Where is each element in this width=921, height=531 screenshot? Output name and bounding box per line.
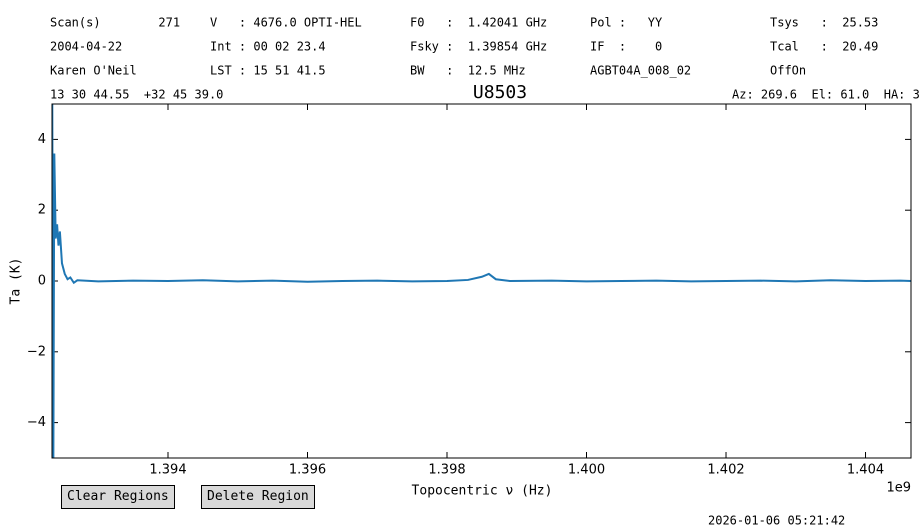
y-tick-label: −4 [27, 415, 46, 430]
header-field: AGBT04A_008_02 [590, 64, 691, 78]
header-field: Scan(s) 271 [50, 16, 180, 30]
plot-frame [51, 103, 912, 459]
button[interactable]: Clear Regions [61, 485, 175, 509]
spectrum-line [52, 104, 911, 458]
x-tick-label: 1.400 [568, 463, 605, 478]
y-tick-label: 2 [38, 203, 46, 218]
button[interactable]: Delete Region [201, 485, 315, 509]
header-field: Tcal : 20.49 [770, 40, 878, 54]
header-field: Fsky : 1.39854 GHz [410, 40, 547, 54]
timestamp: 2026-01-06 05:21:42 [708, 514, 845, 528]
position: 13 30 44.55 +32 45 39.0 [50, 88, 223, 102]
y-tick-label: −2 [27, 344, 46, 359]
header-field: V : 4676.0 OPTI-HEL [210, 16, 362, 30]
y-tick-label: 4 [38, 132, 46, 147]
pointing: Az: 269.6 El: 61.0 HA: 3 [732, 88, 920, 102]
x-offset: 1e9 [886, 481, 911, 496]
header-field: OffOn [770, 64, 806, 78]
x-tick-label: 1.404 [847, 463, 884, 478]
chart-title: U8503 [473, 82, 527, 103]
x-tick-label: 1.402 [707, 463, 744, 478]
y-tick-label: 0 [38, 274, 46, 289]
header-field: LST : 15 51 41.5 [210, 64, 326, 78]
header-field: 2004-04-22 [50, 40, 122, 54]
y-axis-label: Ta (K) [9, 258, 24, 305]
header-field: BW : 12.5 MHz [410, 64, 526, 78]
x-tick-label: 1.394 [149, 463, 186, 478]
x-axis-label: Topocentric ν (Hz) [412, 484, 553, 499]
x-tick-label: 1.396 [289, 463, 326, 478]
header-field: Pol : YY [590, 16, 663, 30]
x-tick-label: 1.398 [428, 463, 465, 478]
header-field: F0 : 1.42041 GHz [410, 16, 547, 30]
header-field: IF : 0 [590, 40, 662, 54]
header-field: Int : 00 02 23.4 [210, 40, 326, 54]
header-field: Tsys : 25.53 [770, 16, 878, 30]
header-field: Karen O'Neil [50, 64, 137, 78]
